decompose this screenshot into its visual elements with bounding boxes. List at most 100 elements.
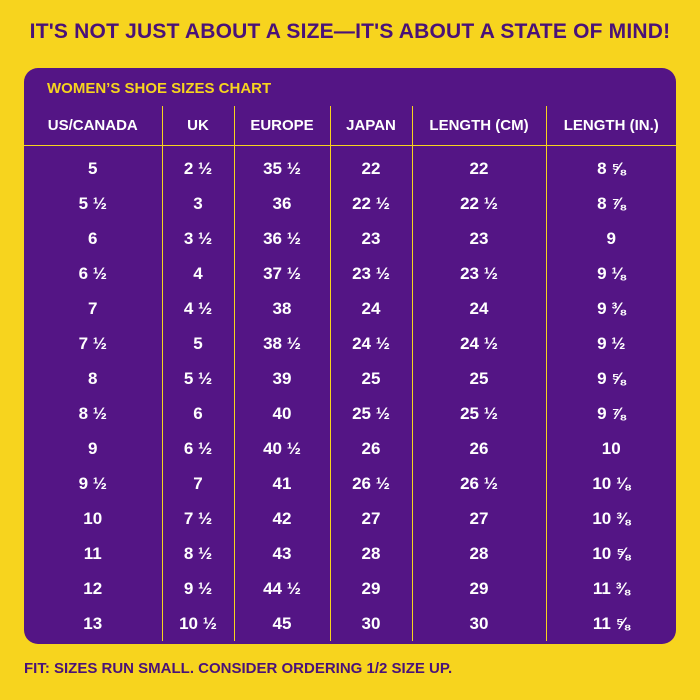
- cell-length-in: 9 ½: [545, 326, 676, 361]
- cell-us-canada: 12: [83, 578, 103, 598]
- cell-us-canada: 9 ½: [78, 473, 107, 493]
- cell-length-in: 10: [545, 431, 676, 466]
- cell-europe: 36 ½: [233, 221, 330, 256]
- cell-length-cm: 26: [411, 431, 546, 466]
- cell-length-in: 11 ⅝: [545, 606, 676, 641]
- cell-length-cm: 27: [411, 501, 546, 536]
- column-header-length-in: LENGTH (IN.): [545, 106, 676, 146]
- cell-uk: 4 ½: [161, 291, 234, 326]
- cell-japan: 30: [329, 606, 412, 641]
- cell-uk: 3: [161, 186, 234, 221]
- cell-us-canada: 13: [83, 613, 103, 633]
- cell-uk: 7 ½: [161, 501, 234, 536]
- cell-europe: 40: [233, 396, 330, 431]
- cell-japan: 28: [329, 536, 412, 571]
- table-row: 11 8 ½ 43 28 28 10 ⅝: [24, 536, 676, 571]
- cell-length-cm: 29: [411, 571, 546, 606]
- header-row: US/CANADA UK EUROPE JAPAN LENGTH (CM) LE…: [24, 106, 676, 146]
- cell-japan: 27: [329, 501, 412, 536]
- cell-uk: 6 ½: [161, 431, 234, 466]
- cell-us-canada: 6: [88, 228, 98, 248]
- cell-europe: 42: [233, 501, 330, 536]
- cell-length-in: 9 ⅜: [545, 291, 676, 326]
- cell-europe: 44 ½: [233, 571, 330, 606]
- column-header-us-canada: US/CANADA: [24, 106, 162, 146]
- cell-length-cm: 30: [411, 606, 546, 641]
- cell-us-canada: 11: [83, 543, 102, 563]
- cell-europe: 37 ½: [233, 256, 330, 291]
- cell-japan: 23: [329, 221, 412, 256]
- cell-uk: 8 ½: [161, 536, 234, 571]
- cell-length-in: 9 ⅛: [545, 256, 676, 291]
- column-header-europe: EUROPE: [233, 106, 330, 146]
- table-row: 12 9 ½ 44 ½ 29 29 11 ⅜: [24, 571, 676, 606]
- cell-japan: 24: [329, 291, 412, 326]
- cell-uk: 5: [161, 326, 234, 361]
- cell-europe: 35 ½: [233, 145, 330, 186]
- cell-uk: 5 ½: [161, 361, 234, 396]
- cell-japan: 26: [329, 431, 412, 466]
- cell-length-in: 8 ⅝: [545, 145, 676, 186]
- table-row: 9 ½ 7 41 26 ½ 26 ½ 10 ⅛: [24, 466, 676, 501]
- cell-length-in: 11 ⅜: [545, 571, 676, 606]
- cell-uk: 3 ½: [161, 221, 234, 256]
- cell-length-in: 9 ⅝: [545, 361, 676, 396]
- cell-uk: 9 ½: [161, 571, 234, 606]
- cell-europe: 39: [233, 361, 330, 396]
- cell-uk: 6: [161, 396, 234, 431]
- cell-uk: 10 ½: [161, 606, 234, 641]
- cell-length-in: 10 ⅜: [545, 501, 676, 536]
- cell-length-in: 9 ⅞: [545, 396, 676, 431]
- cell-japan: 29: [329, 571, 412, 606]
- cell-length-cm: 23: [411, 221, 546, 256]
- cell-length-cm: 23 ½: [411, 256, 546, 291]
- cell-japan: 23 ½: [329, 256, 412, 291]
- cell-europe: 41: [233, 466, 330, 501]
- cell-length-cm: 28: [411, 536, 546, 571]
- column-header-length-cm: LENGTH (CM): [411, 106, 546, 146]
- cell-length-cm: 26 ½: [411, 466, 546, 501]
- cell-japan: 24 ½: [329, 326, 412, 361]
- cell-us-canada: 6 ½: [78, 263, 107, 283]
- page-headline: IT'S NOT JUST ABOUT A SIZE—IT'S ABOUT A …: [29, 20, 671, 43]
- cell-length-cm: 22: [411, 145, 546, 186]
- cell-uk: 4: [161, 256, 234, 291]
- cell-length-cm: 25 ½: [411, 396, 546, 431]
- cell-europe: 38 ½: [233, 326, 330, 361]
- cell-japan: 22: [329, 145, 412, 186]
- cell-uk: 2 ½: [161, 145, 234, 186]
- size-chart-card: WOMEN’S SHOE SIZES CHART US/CANADA UK EU…: [24, 68, 676, 644]
- cell-us-canada: 10: [83, 508, 103, 528]
- column-header-uk: UK: [161, 106, 234, 146]
- cell-europe: 43: [233, 536, 330, 571]
- fit-footnote: FIT: SIZES RUN SMALL. CONSIDER ORDERING …: [24, 660, 453, 677]
- cell-us-canada: 5 ½: [78, 193, 107, 213]
- cell-europe: 45: [233, 606, 330, 641]
- chart-title: WOMEN’S SHOE SIZES CHART: [47, 80, 272, 97]
- cell-length-in: 9: [545, 221, 676, 256]
- cell-length-cm: 22 ½: [411, 186, 546, 221]
- column-header-japan: JAPAN: [329, 106, 412, 146]
- cell-length-in: 8 ⅞: [545, 186, 676, 221]
- cell-europe: 38: [233, 291, 330, 326]
- cell-japan: 22 ½: [329, 186, 412, 221]
- cell-us-canada: 8 ½: [78, 403, 107, 423]
- cell-us-canada: 7: [88, 298, 98, 318]
- cell-japan: 25 ½: [329, 396, 412, 431]
- cell-europe: 36: [233, 186, 330, 221]
- table-row: 10 7 ½ 42 27 27 10 ⅜: [24, 501, 676, 536]
- cell-length-cm: 24 ½: [411, 326, 546, 361]
- cell-length-cm: 24: [411, 291, 546, 326]
- cell-us-canada: 7 ½: [78, 333, 107, 353]
- cell-europe: 40 ½: [233, 431, 330, 466]
- cell-length-cm: 25: [411, 361, 546, 396]
